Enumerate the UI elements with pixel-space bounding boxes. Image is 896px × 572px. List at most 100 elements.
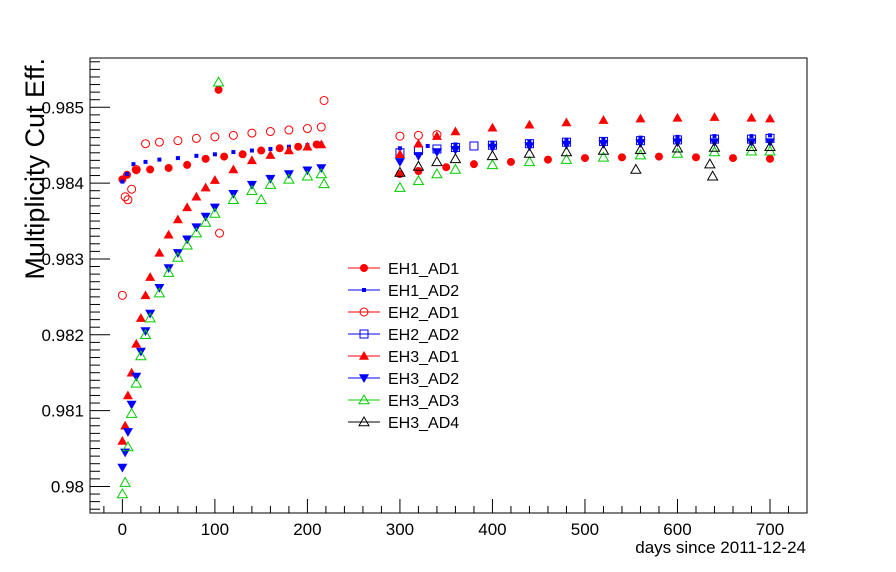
data-point bbox=[139, 328, 152, 340]
data-point bbox=[490, 140, 495, 145]
data-point bbox=[264, 178, 277, 189]
data-point bbox=[143, 159, 148, 164]
data-point bbox=[214, 85, 223, 94]
data-point bbox=[130, 377, 143, 388]
series-eh2-ad2 bbox=[395, 133, 775, 158]
data-point bbox=[412, 174, 425, 186]
data-point bbox=[284, 125, 294, 135]
data-point bbox=[672, 112, 683, 122]
data-point bbox=[524, 142, 535, 151]
data-point bbox=[140, 327, 151, 336]
data-point bbox=[172, 251, 184, 262]
data-point bbox=[173, 136, 183, 146]
data-point bbox=[301, 170, 314, 181]
data-point bbox=[172, 214, 183, 224]
data-point bbox=[487, 122, 498, 132]
data-point bbox=[164, 163, 173, 172]
legend-item: EH2_AD2 bbox=[348, 327, 459, 344]
data-point bbox=[122, 428, 133, 437]
x-tick-label: 0 bbox=[118, 520, 127, 539]
data-point bbox=[708, 141, 721, 152]
series-eh1-ad1 bbox=[118, 85, 774, 184]
data-point bbox=[265, 150, 276, 159]
data-point bbox=[523, 155, 536, 167]
data-point bbox=[116, 488, 129, 499]
data-point bbox=[709, 112, 720, 121]
data-point bbox=[523, 147, 536, 158]
data-point bbox=[635, 113, 646, 123]
data-point bbox=[561, 140, 572, 150]
legend-label: EH1_AD2 bbox=[388, 283, 459, 300]
data-point bbox=[450, 146, 461, 155]
data-point bbox=[182, 202, 193, 212]
data-point bbox=[127, 184, 137, 194]
x-axis-ticks: 0 100 200 300 400 500 600 700 bbox=[103, 499, 789, 539]
legend-label: EH2_AD2 bbox=[388, 327, 459, 344]
data-point bbox=[123, 195, 133, 205]
data-point bbox=[120, 192, 130, 202]
data-point bbox=[215, 228, 225, 238]
data-point bbox=[194, 153, 199, 158]
data-point bbox=[449, 152, 462, 164]
data-point bbox=[157, 157, 162, 162]
data-point bbox=[283, 145, 294, 155]
data-point bbox=[764, 113, 775, 123]
y-tick-label: 0.983 bbox=[41, 250, 84, 269]
data-point bbox=[140, 290, 151, 300]
data-point bbox=[247, 128, 257, 138]
data-point bbox=[183, 160, 192, 169]
data-point bbox=[449, 163, 462, 174]
data-point bbox=[131, 372, 142, 382]
x-tick-label: 300 bbox=[386, 520, 414, 539]
data-point bbox=[316, 139, 327, 149]
data-point bbox=[486, 158, 499, 170]
data-point bbox=[450, 126, 461, 136]
y-tick-label: 0.98 bbox=[51, 477, 84, 496]
data-point bbox=[294, 142, 303, 151]
data-point bbox=[249, 148, 254, 153]
data-point bbox=[395, 131, 405, 141]
data-point bbox=[265, 127, 275, 137]
legend-marker bbox=[359, 351, 369, 360]
data-point bbox=[302, 124, 312, 134]
data-point bbox=[527, 139, 532, 144]
legend-marker bbox=[360, 264, 368, 272]
data-point bbox=[132, 166, 141, 175]
y-tick-label: 0.984 bbox=[41, 174, 84, 193]
data-point bbox=[617, 153, 626, 162]
data-point bbox=[597, 151, 610, 162]
data-point bbox=[125, 407, 138, 418]
legend-item: EH3_AD4 bbox=[348, 415, 459, 432]
data-point bbox=[201, 154, 210, 163]
data-point bbox=[487, 143, 498, 153]
data-point bbox=[629, 163, 642, 174]
data-point bbox=[560, 153, 573, 164]
data-point bbox=[397, 146, 402, 151]
data-point bbox=[316, 122, 326, 132]
legend-label: EH3_AD4 bbox=[388, 415, 459, 432]
legend-marker bbox=[362, 288, 366, 292]
data-point bbox=[117, 435, 128, 445]
legend-marker bbox=[358, 393, 370, 405]
y-tick-label: 0.985 bbox=[41, 98, 84, 117]
data-point bbox=[246, 155, 257, 165]
data-point bbox=[315, 168, 328, 179]
data-point bbox=[145, 272, 156, 281]
data-point bbox=[728, 154, 737, 163]
legend-label: EH3_AD1 bbox=[388, 349, 459, 366]
data-point bbox=[671, 142, 684, 153]
data-point bbox=[302, 141, 313, 151]
data-point bbox=[564, 137, 569, 142]
data-point bbox=[212, 152, 217, 157]
data-point bbox=[209, 207, 221, 218]
data-point bbox=[634, 143, 647, 155]
data-point bbox=[635, 139, 646, 148]
data-point bbox=[231, 150, 236, 155]
data-point bbox=[135, 313, 146, 322]
data-point bbox=[412, 160, 425, 171]
data-point bbox=[146, 165, 155, 174]
data-point bbox=[413, 152, 424, 161]
data-point bbox=[175, 156, 180, 161]
data-point bbox=[580, 154, 589, 163]
data-point bbox=[634, 149, 647, 160]
